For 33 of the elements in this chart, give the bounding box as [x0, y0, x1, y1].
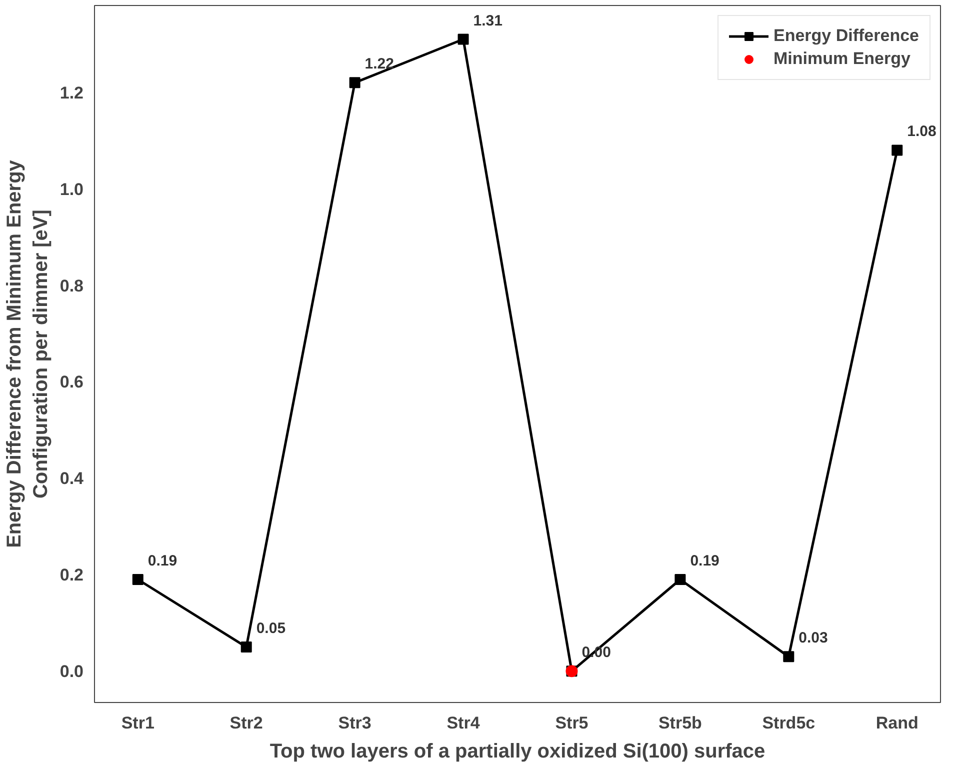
x-tick-label: Str2	[230, 714, 263, 732]
x-tick-label: Str3	[338, 714, 372, 732]
point	[132, 574, 144, 585]
legend-label: Minimum Energy	[774, 49, 910, 69]
y-tick-label: 0.0	[60, 662, 84, 682]
y-tick-label: 0.4	[60, 469, 84, 488]
x-tick-label: Str5	[555, 714, 588, 732]
y-tick-label: 0.6	[60, 372, 84, 392]
point	[349, 77, 360, 88]
point	[892, 144, 903, 156]
data-label: 1.31	[473, 12, 502, 30]
legend-label: Energy Difference	[774, 26, 919, 46]
x-tick-label: Str1	[121, 714, 154, 732]
point	[783, 651, 794, 662]
data-label: 0.03	[798, 630, 828, 647]
y-tick-label: 1.0	[60, 180, 84, 199]
data-label: 0.19	[690, 552, 720, 570]
x-tick-label: Str5b	[658, 714, 702, 732]
x-tick-label: Str4	[446, 714, 480, 732]
data-label: 1.08	[907, 123, 936, 140]
y-axis-title: Energy Difference from Minimum Energy Configuration per dimmer [eV]	[3, 159, 52, 548]
data-label: 0.19	[148, 552, 178, 570]
x-tick-label: Strd5c	[762, 714, 816, 732]
y-tick-label: 0.8	[60, 276, 84, 296]
point	[240, 642, 252, 653]
data-label: 0.05	[256, 620, 286, 638]
y-tick-label: 0.2	[60, 566, 84, 585]
x-tick-label: Rand	[876, 714, 918, 732]
y-tick-label: 1.2	[60, 83, 84, 102]
x-axis-title: Top two layers of a partially oxidized Si(100) surface	[270, 740, 766, 762]
data-label: 1.22	[364, 56, 394, 73]
point	[674, 574, 686, 585]
point	[458, 34, 469, 45]
